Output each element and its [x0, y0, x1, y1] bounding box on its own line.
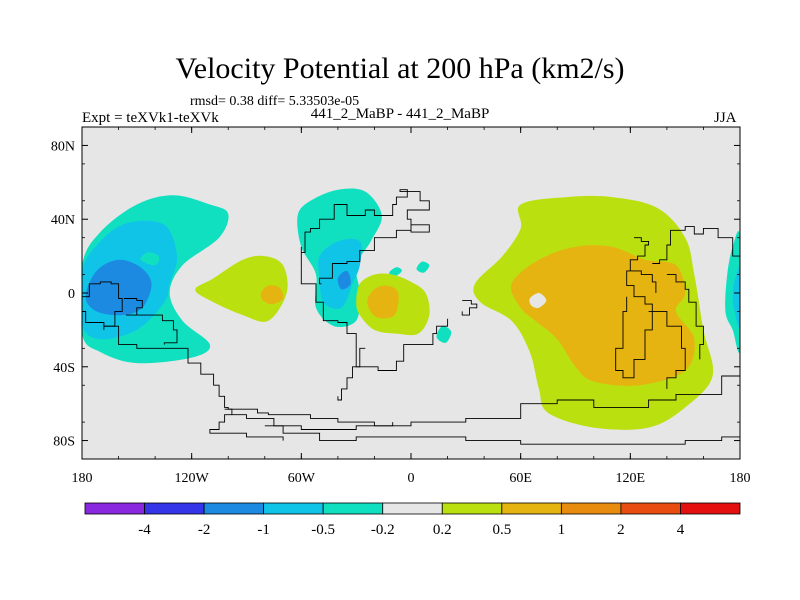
contour-region	[318, 238, 362, 309]
axis-ticks: 180 120W 60W 0 60E 120E 180 80N 40N 0 40S 80S	[51, 126, 751, 486]
colorbar-swatch	[620, 502, 681, 515]
x-tick-label: 0	[408, 471, 415, 486]
colorbar-label: 0.2	[433, 522, 452, 538]
contour-region	[510, 245, 695, 386]
coastline	[124, 298, 143, 316]
colorbar-swatch	[382, 502, 443, 515]
x-tick-label: 60E	[509, 471, 532, 486]
coastlines	[82, 189, 740, 445]
colorbar-label: -0.2	[371, 522, 395, 538]
colorbar-label: -1	[257, 522, 270, 538]
colorbar-swatch	[322, 502, 384, 515]
coastline	[209, 414, 284, 441]
season-label: JJA	[714, 110, 737, 126]
colorbar: -4 -2 -1 -0.5 -0.2 0.2 0.5 1 2 4	[84, 502, 741, 538]
colorbar-swatch	[84, 502, 145, 515]
y-tick-label: 80N	[51, 139, 75, 154]
contour-region	[337, 270, 351, 290]
contour-region	[389, 267, 402, 277]
y-tick-label: 40S	[53, 361, 75, 376]
colorbar-swatch	[560, 502, 622, 515]
colorbar-swatch	[441, 502, 503, 515]
y-tick-label: 40N	[51, 213, 75, 228]
colorbar-swatch	[501, 502, 562, 515]
coastline	[630, 270, 657, 293]
colorbar-label: -0.5	[311, 522, 335, 538]
colorbar-swatch	[144, 502, 205, 515]
experiment-label: Expt = teXVk1-teXVk	[82, 110, 219, 126]
case-label: 441_2_MaBP - 441_2_MaBP	[310, 106, 490, 122]
coastline	[82, 310, 740, 427]
x-tick-label: 60W	[288, 471, 316, 486]
colorbar-label: 2	[617, 522, 625, 538]
coastline	[300, 189, 430, 285]
coastline	[300, 267, 449, 371]
x-tick-label: 180	[730, 471, 751, 486]
colorbar-label: 0.5	[492, 522, 511, 538]
colorbar-label: -2	[198, 522, 211, 538]
colorbar-swatch	[263, 502, 324, 515]
colorbar-label: 4	[677, 522, 685, 538]
x-tick-label: 120E	[616, 471, 646, 486]
contour-fills	[82, 188, 740, 430]
coastline	[264, 425, 740, 445]
contour-region	[416, 261, 430, 273]
contour-region	[195, 255, 288, 322]
coastline	[629, 237, 650, 271]
coastline	[652, 226, 740, 268]
colorbar-label: 1	[558, 522, 566, 538]
colorbar-swatch	[680, 502, 741, 515]
coastline	[615, 270, 653, 379]
chart-title: Velocity Potential at 200 hPa (km2/s)	[175, 52, 625, 85]
coastline	[337, 347, 366, 401]
contour-region	[732, 267, 740, 328]
contour-region	[529, 292, 547, 309]
contour-region	[260, 285, 284, 305]
contour-region	[725, 231, 740, 353]
y-tick-label: 80S	[53, 435, 75, 450]
colorbar-label: -4	[138, 522, 151, 538]
x-tick-label: 180	[72, 471, 93, 486]
contour-region	[140, 252, 160, 266]
coastline	[461, 299, 478, 316]
coastline	[648, 310, 686, 389]
stats-subtitle: rmsd= 0.38 diff= 5.33503e-05	[190, 94, 360, 109]
contour-region	[436, 326, 452, 343]
colorbar-swatch	[203, 502, 265, 515]
coastline	[136, 314, 178, 345]
coastline	[666, 274, 704, 360]
y-tick-label: 0	[68, 287, 75, 302]
x-tick-label: 120W	[175, 471, 210, 486]
coastline	[82, 281, 123, 330]
contour-region	[367, 285, 399, 319]
coastline	[224, 408, 394, 430]
